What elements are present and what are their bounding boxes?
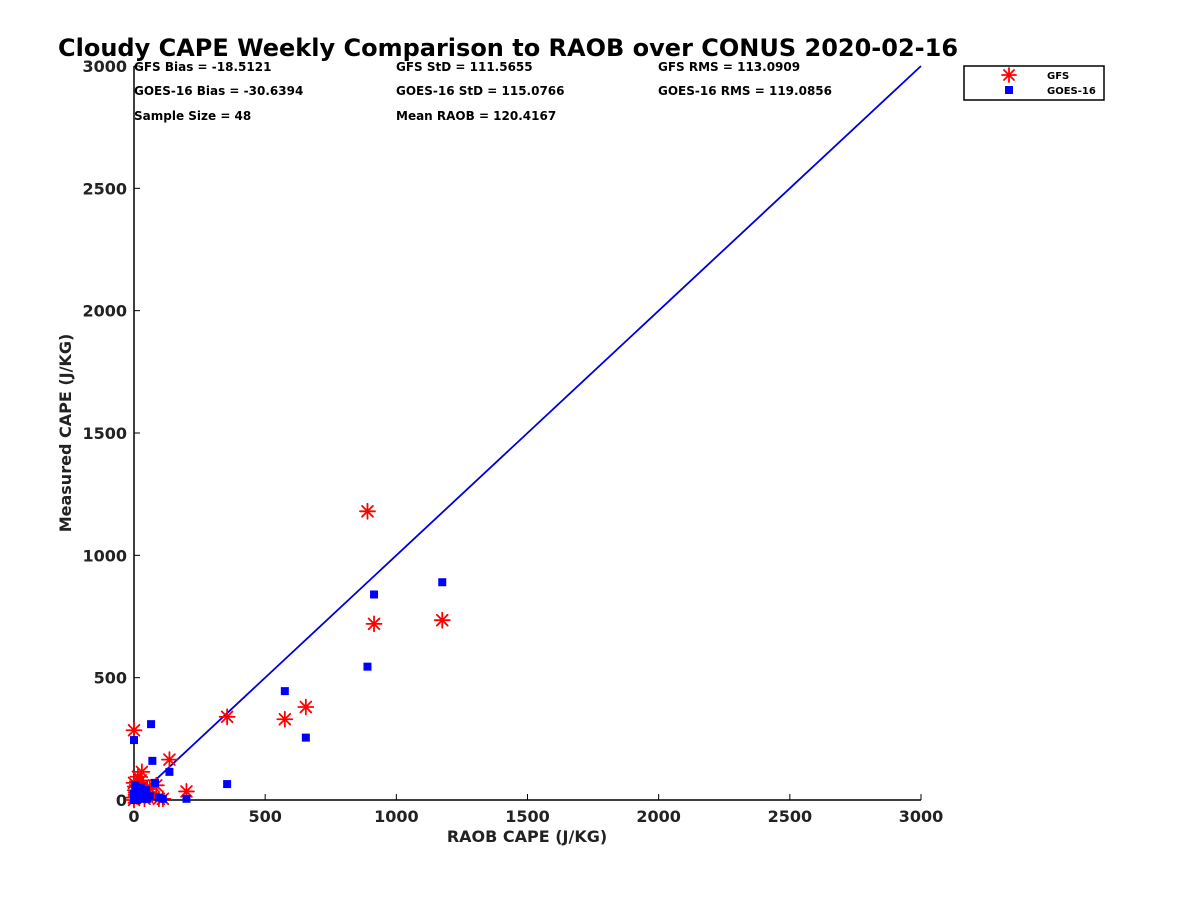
y-tick-label: 2500	[82, 179, 127, 198]
one-to-one-line	[133, 65, 922, 801]
goes16-point	[182, 794, 191, 803]
statistics-annotations: GFS Bias = -18.5121 GFS StD = 111.5655 GFS…	[134, 60, 832, 123]
legend-gfs-marker	[1001, 67, 1017, 83]
goes16-point	[148, 756, 157, 765]
gfs-point	[365, 615, 383, 633]
y-tick-label: 2000	[82, 302, 127, 321]
gfs-point	[161, 751, 178, 769]
stat-annotation: GFS StD = 111.5655	[396, 60, 533, 74]
gfs-point	[218, 708, 236, 726]
x-tick-label: 1500	[505, 807, 550, 826]
x-tick-label: 2500	[768, 807, 813, 826]
y-tick-label: 1000	[82, 546, 127, 565]
goes16-point	[301, 733, 310, 742]
goes16-series	[130, 578, 447, 804]
legend-gfs-star	[1001, 67, 1017, 83]
gfs-point	[433, 611, 451, 629]
stat-annotation: GOES-16 StD = 115.0766	[396, 84, 565, 98]
chart-title: Cloudy CAPE Weekly Comparison to RAOB ov…	[58, 34, 958, 62]
goes16-point	[131, 781, 140, 790]
goes16-point	[145, 792, 154, 801]
goes16-point	[223, 780, 232, 789]
goes16-point	[370, 590, 379, 599]
gfs-point	[125, 721, 143, 739]
goes16-point	[158, 794, 167, 803]
goes16-point	[130, 796, 138, 804]
goes16-point	[150, 778, 159, 787]
legend-goes16-label: GOES-16	[1047, 86, 1096, 97]
goes16-point	[438, 578, 447, 587]
legend: GFS GOES-16	[963, 65, 1105, 101]
y-axis-label: Measured CAPE (J/KG)	[56, 334, 75, 533]
y-tick-label: 500	[94, 669, 127, 688]
stat-annotation: Mean RAOB = 120.4167	[396, 109, 556, 123]
legend-gfs-label: GFS	[1047, 71, 1069, 82]
gfs-point	[297, 698, 315, 716]
x-tick-label: 1000	[374, 807, 419, 826]
y-tick-label: 1500	[82, 424, 127, 443]
stat-annotation: GFS Bias = -18.5121	[134, 60, 271, 74]
goes16-point	[136, 783, 145, 792]
goes16-point	[130, 736, 138, 745]
legend-goes16-marker	[1005, 86, 1013, 94]
y-tick-label: 0	[116, 791, 127, 810]
goes16-point	[363, 662, 372, 671]
x-tick-label: 3000	[899, 807, 944, 826]
goes16-point	[131, 789, 140, 798]
x-tick-label: 500	[248, 807, 281, 826]
y-tick-label: 3000	[82, 57, 127, 76]
x-axis-ticks: 0 500 1000 1500 2000 2500 3000	[128, 794, 943, 826]
stat-annotation: GFS RMS = 113.0909	[658, 60, 800, 74]
stat-annotation: GOES-16 Bias = -30.6394	[134, 84, 303, 98]
goes16-point	[141, 786, 150, 795]
x-tick-label: 2000	[636, 807, 681, 826]
stat-annotation: Sample Size = 48	[134, 109, 251, 123]
gfs-point	[359, 502, 376, 520]
goes16-point	[165, 767, 174, 776]
y-axis-ticks: 0 500 1000 1500 2000 2500 3000	[82, 57, 140, 810]
stat-annotation: GOES-16 RMS = 119.0856	[658, 84, 832, 98]
x-tick-label: 0	[128, 807, 139, 826]
goes16-point	[280, 687, 289, 696]
x-axis-label: RAOB CAPE (J/KG)	[447, 827, 607, 846]
goes16-point	[147, 720, 156, 729]
gfs-point	[276, 710, 294, 728]
